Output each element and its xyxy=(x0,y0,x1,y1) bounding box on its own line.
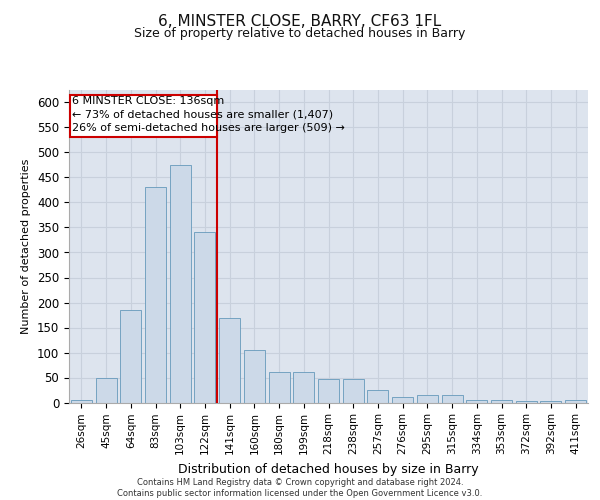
Bar xyxy=(541,401,562,402)
Y-axis label: Number of detached properties: Number of detached properties xyxy=(22,158,31,334)
Bar xyxy=(343,379,364,402)
Bar xyxy=(516,401,537,402)
Bar xyxy=(565,400,586,402)
Bar xyxy=(392,396,413,402)
Bar xyxy=(70,95,217,138)
Bar xyxy=(318,379,339,402)
Bar xyxy=(417,395,438,402)
Text: 6 MINSTER CLOSE: 136sqm
← 73% of detached houses are smaller (1,407)
26% of semi: 6 MINSTER CLOSE: 136sqm ← 73% of detache… xyxy=(72,96,345,133)
Bar xyxy=(293,372,314,402)
Text: Size of property relative to detached houses in Barry: Size of property relative to detached ho… xyxy=(134,28,466,40)
Bar xyxy=(170,165,191,402)
Text: Contains HM Land Registry data © Crown copyright and database right 2024.
Contai: Contains HM Land Registry data © Crown c… xyxy=(118,478,482,498)
Bar xyxy=(120,310,141,402)
Bar xyxy=(269,372,290,402)
X-axis label: Distribution of detached houses by size in Barry: Distribution of detached houses by size … xyxy=(178,462,479,475)
Bar xyxy=(442,395,463,402)
Bar xyxy=(491,400,512,402)
Bar xyxy=(367,390,388,402)
Bar xyxy=(219,318,240,402)
Bar xyxy=(95,378,116,402)
Bar xyxy=(145,188,166,402)
Bar xyxy=(466,400,487,402)
Text: 6, MINSTER CLOSE, BARRY, CF63 1FL: 6, MINSTER CLOSE, BARRY, CF63 1FL xyxy=(158,14,442,29)
Bar xyxy=(244,350,265,403)
Bar xyxy=(71,400,92,402)
Bar xyxy=(194,232,215,402)
